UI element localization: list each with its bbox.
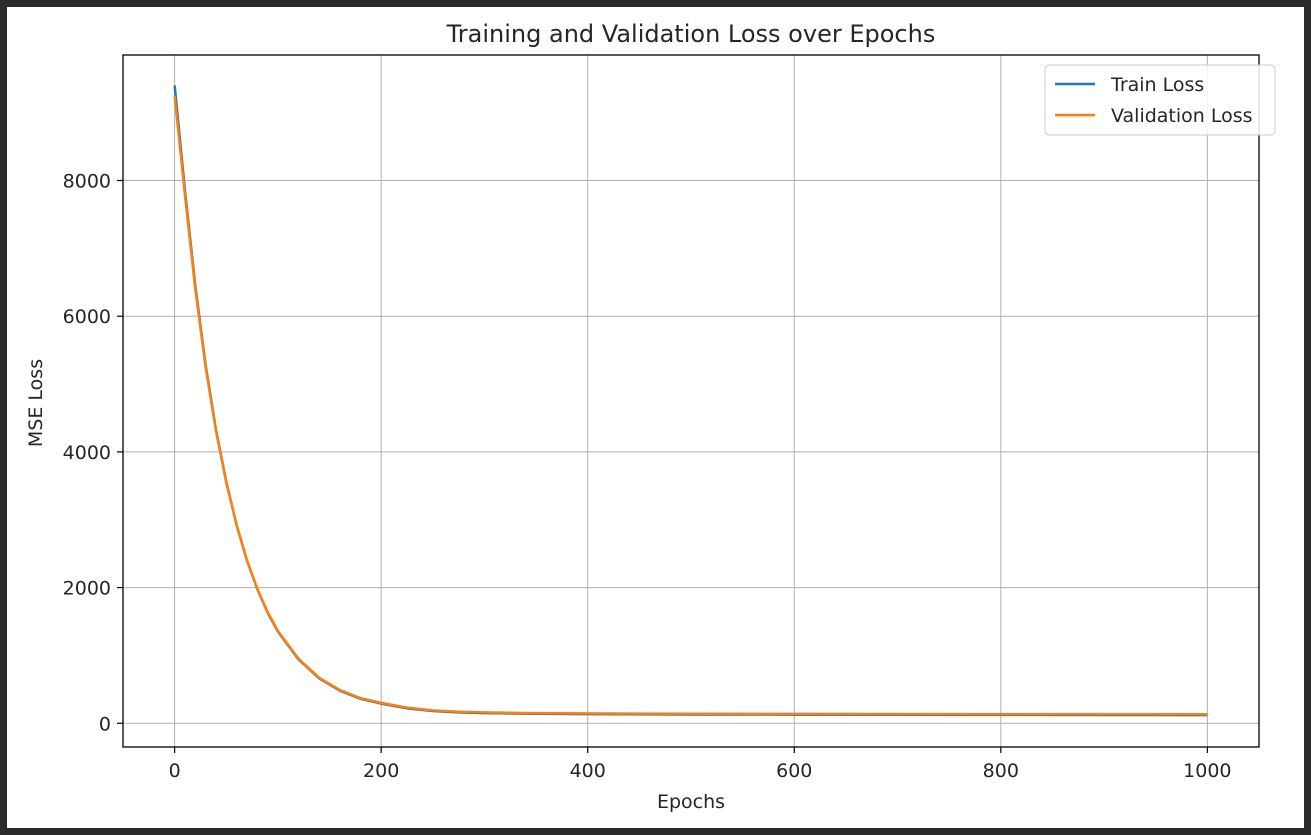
chart-title: Training and Validation Loss over Epochs [446,20,936,48]
legend-label-validation-loss: Validation Loss [1111,105,1253,127]
series-line-train-loss [175,86,1208,716]
y-tick-label: 0 [99,713,111,735]
legend: Train Loss Validation Loss [1045,65,1275,135]
x-tick-label: 1000 [1183,760,1231,782]
chart-figure: 0 200 400 600 800 1000 0 2000 4000 6000 8000 Train… [7,7,1304,828]
series-lines [175,86,1208,716]
y-tick-label: 8000 [63,171,111,193]
y-tick-label: 4000 [63,442,111,464]
x-axis-label: Epochs [657,791,725,813]
grid-lines [123,55,1259,747]
x-tick-label: 400 [570,760,606,782]
x-tick-label: 200 [363,760,399,782]
x-tick-label: 600 [776,760,812,782]
legend-label-train-loss: Train Loss [1110,74,1204,96]
y-axis-label: MSE Loss [25,359,47,447]
axes-frame [123,55,1259,747]
line-chart: 0 200 400 600 800 1000 0 2000 4000 6000 8000 Train… [7,7,1304,828]
x-tick-label: 0 [169,760,181,782]
axis-ticks: 0 200 400 600 800 1000 0 2000 4000 6000 8000 [63,171,1232,782]
series-line-validation-loss [175,96,1208,715]
y-tick-label: 2000 [63,578,111,600]
y-tick-label: 6000 [63,306,111,328]
x-tick-label: 800 [983,760,1019,782]
